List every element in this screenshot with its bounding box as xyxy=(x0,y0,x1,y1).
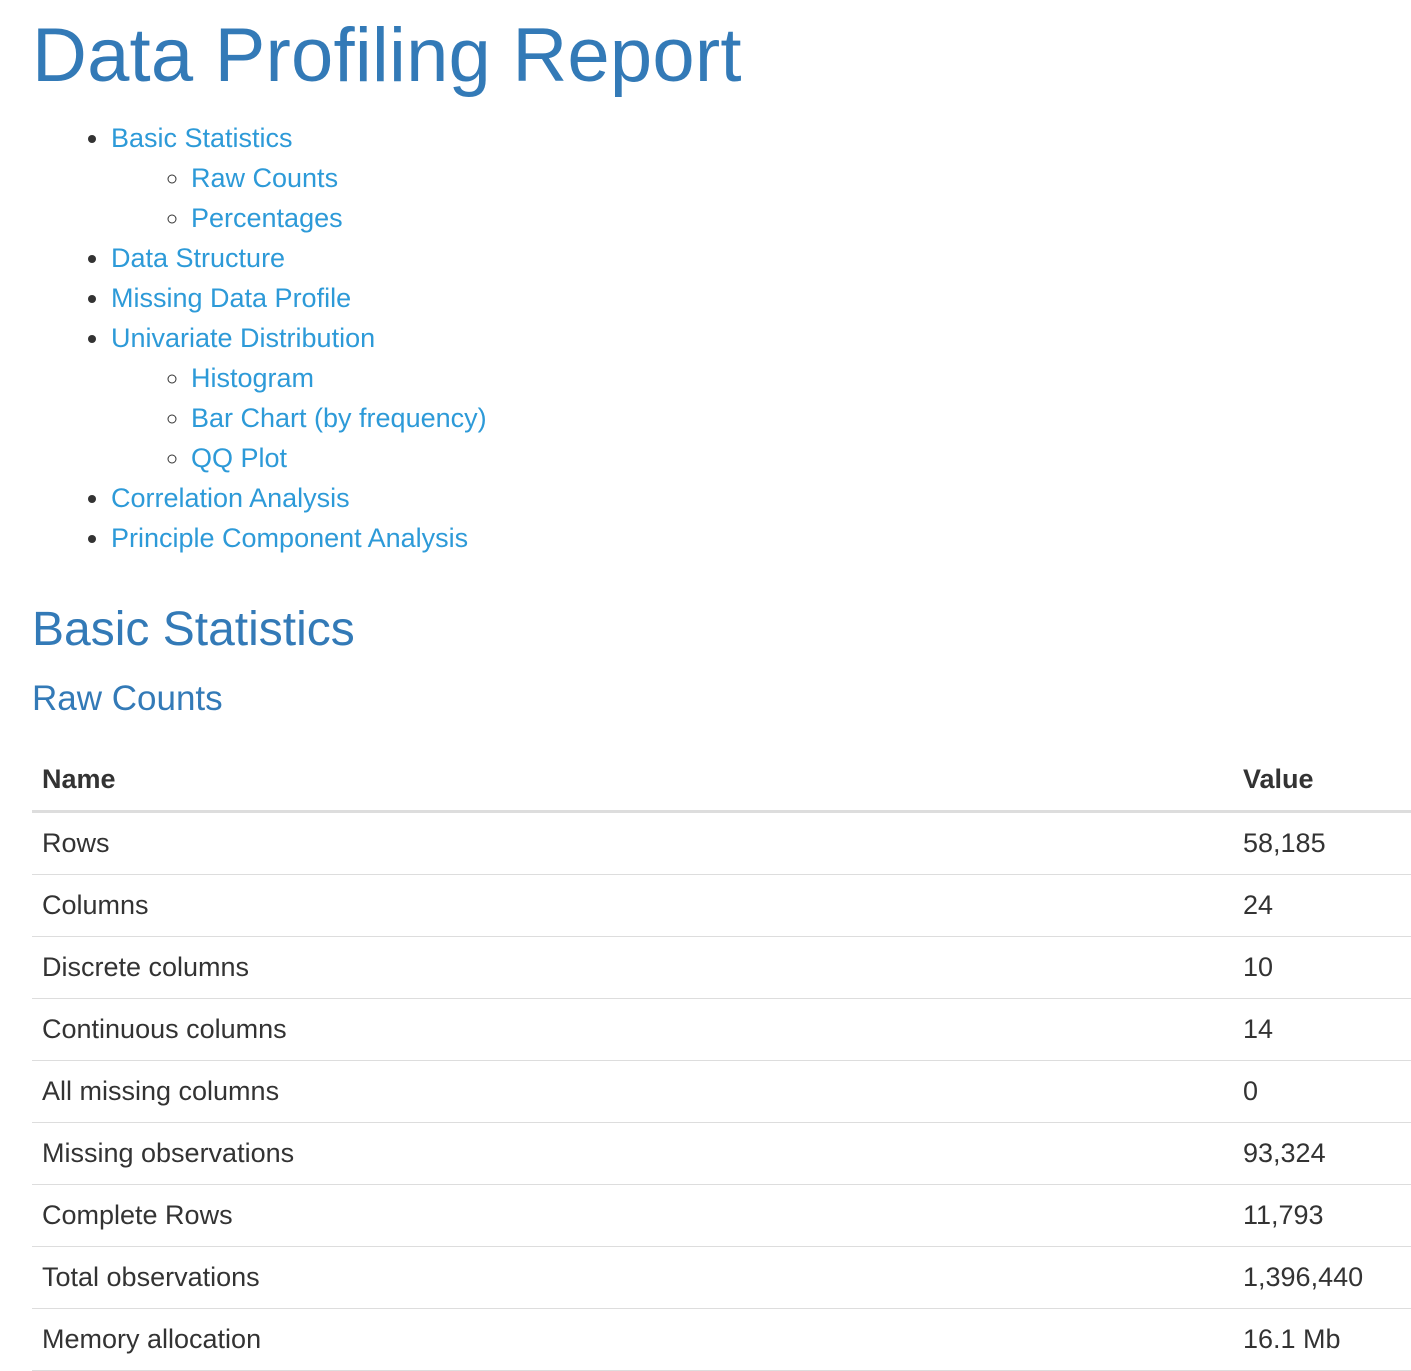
toc-link-missing-data-profile[interactable]: Missing Data Profile xyxy=(111,283,352,313)
toc-link-data-structure[interactable]: Data Structure xyxy=(111,243,286,273)
toc-item-bar-chart: Bar Chart (by frequency) xyxy=(191,398,1411,438)
table-header: Name Value xyxy=(32,748,1411,813)
table-row: Columns 24 xyxy=(32,874,1411,937)
toc-link-qq-plot[interactable]: QQ Plot xyxy=(191,443,288,473)
toc-item-qq-plot: QQ Plot xyxy=(191,438,1411,478)
row-value-cell: 24 xyxy=(1233,874,1411,937)
toc-link-basic-statistics[interactable]: Basic Statistics xyxy=(111,123,293,153)
table-row: Total observations 1,396,440 xyxy=(32,1246,1411,1309)
row-value-cell: 14 xyxy=(1233,998,1411,1061)
subsection-title-raw-counts: Raw Counts xyxy=(32,679,223,718)
row-name-cell: Columns xyxy=(32,874,1233,937)
row-name-cell: Missing observations xyxy=(32,1122,1233,1185)
report-page: Data Profiling Report Basic Statistics R… xyxy=(32,0,1411,1371)
toc-link-bar-chart[interactable]: Bar Chart (by frequency) xyxy=(191,403,487,433)
toc-link-histogram[interactable]: Histogram xyxy=(191,363,315,393)
toc-item-correlation-analysis: Correlation Analysis xyxy=(111,478,1411,518)
row-value-cell: 16.1 Mb xyxy=(1233,1308,1411,1371)
table-row: Continuous columns 14 xyxy=(32,998,1411,1061)
column-header-value: Value xyxy=(1233,748,1411,813)
row-value-cell: 11,793 xyxy=(1233,1184,1411,1247)
table-row: Rows 58,185 xyxy=(32,811,1411,875)
row-name-cell: All missing columns xyxy=(32,1060,1233,1123)
toc-link-correlation-analysis[interactable]: Correlation Analysis xyxy=(111,483,350,513)
table-row: Memory allocation 16.1 Mb xyxy=(32,1308,1411,1371)
table-row: All missing columns 0 xyxy=(32,1060,1411,1123)
page-title: Data Profiling Report xyxy=(32,13,742,98)
column-header-name: Name xyxy=(32,748,1233,813)
section-title-basic-statistics: Basic Statistics xyxy=(32,603,355,656)
row-name-cell: Memory allocation xyxy=(32,1308,1233,1371)
table-row: Discrete columns 10 xyxy=(32,936,1411,999)
toc-item-histogram: Histogram xyxy=(191,358,1411,398)
row-value-cell: 1,396,440 xyxy=(1233,1246,1411,1309)
row-name-cell: Rows xyxy=(32,811,1233,875)
table-header-row: Name Value xyxy=(32,748,1411,813)
table-row: Missing observations 93,324 xyxy=(32,1122,1411,1185)
toc-item-raw-counts: Raw Counts xyxy=(191,158,1411,198)
toc-link-pca[interactable]: Principle Component Analysis xyxy=(111,523,469,553)
raw-counts-table: Name Value Rows 58,185 Columns 24 Discre… xyxy=(32,748,1411,1371)
toc-item-pca: Principle Component Analysis xyxy=(111,518,1411,558)
toc-item-data-structure: Data Structure xyxy=(111,238,1411,278)
row-name-cell: Total observations xyxy=(32,1246,1233,1309)
toc-sublist-basic-statistics: Raw Counts Percentages xyxy=(111,158,1411,238)
toc-link-univariate-distribution[interactable]: Univariate Distribution xyxy=(111,323,376,353)
toc-link-percentages[interactable]: Percentages xyxy=(191,203,343,233)
row-name-cell: Discrete columns xyxy=(32,936,1233,999)
toc-item-univariate-distribution: Univariate Distribution Histogram Bar Ch… xyxy=(111,318,1411,478)
table-body: Rows 58,185 Columns 24 Discrete columns … xyxy=(32,811,1411,1371)
toc-item-missing-data-profile: Missing Data Profile xyxy=(111,278,1411,318)
toc-item-basic-statistics: Basic Statistics Raw Counts Percentages xyxy=(111,118,1411,238)
toc-link-raw-counts[interactable]: Raw Counts xyxy=(191,163,339,193)
table-row: Complete Rows 11,793 xyxy=(32,1184,1411,1247)
row-name-cell: Continuous columns xyxy=(32,998,1233,1061)
row-value-cell: 0 xyxy=(1233,1060,1411,1123)
table-of-contents: Basic Statistics Raw Counts Percentages … xyxy=(32,118,1411,558)
row-value-cell: 93,324 xyxy=(1233,1122,1411,1185)
toc-item-percentages: Percentages xyxy=(191,198,1411,238)
toc-sublist-univariate-distribution: Histogram Bar Chart (by frequency) QQ Pl… xyxy=(111,358,1411,478)
row-value-cell: 10 xyxy=(1233,936,1411,999)
row-value-cell: 58,185 xyxy=(1233,811,1411,875)
row-name-cell: Complete Rows xyxy=(32,1184,1233,1247)
